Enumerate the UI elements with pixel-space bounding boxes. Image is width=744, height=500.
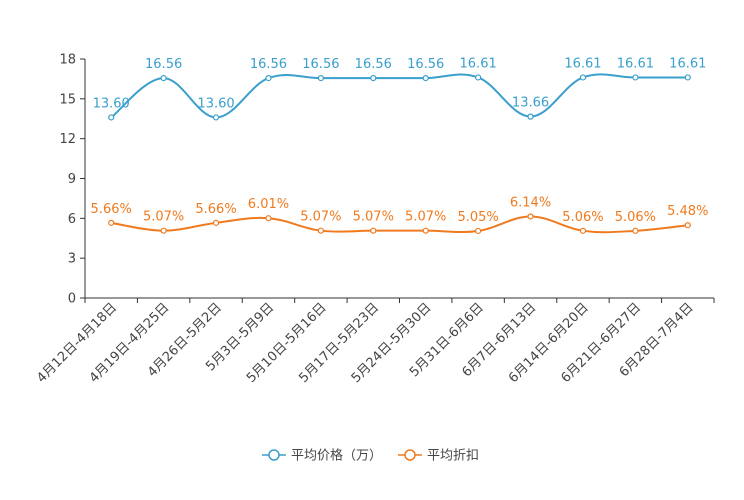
- data-label: 16.56: [302, 57, 339, 72]
- data-point[interactable]: [212, 114, 220, 121]
- series-line-1: [111, 215, 688, 234]
- data-point[interactable]: [317, 227, 324, 234]
- y-tick-label: 9: [68, 172, 76, 187]
- data-label: 16.56: [250, 57, 287, 72]
- data-label: 16.61: [564, 56, 601, 71]
- legend-swatch-marker: [404, 449, 416, 461]
- data-point[interactable]: [422, 75, 429, 82]
- data-labels: 13.60 16.56 13.60 16.56 16.56 16.56 16.56 16.61…: [91, 56, 709, 224]
- data-label: 5.07%: [300, 210, 341, 225]
- data-label: 6.01%: [248, 197, 289, 212]
- data-point[interactable]: [475, 74, 482, 81]
- data-point[interactable]: [527, 113, 534, 120]
- data-point[interactable]: [684, 74, 691, 81]
- data-point[interactable]: [527, 213, 534, 220]
- data-label: 5.05%: [457, 210, 498, 225]
- legend-swatch-marker: [268, 449, 280, 461]
- data-label: 6.14%: [510, 195, 551, 210]
- legend[interactable]: 平均价格（万） 平均折扣: [262, 448, 479, 464]
- data-label: 5.06%: [562, 210, 603, 225]
- data-label: 16.61: [460, 56, 497, 71]
- data-point[interactable]: [108, 219, 115, 226]
- data-label: 16.56: [407, 57, 444, 72]
- data-label: 5.66%: [91, 202, 132, 217]
- legend-item-1[interactable]: 平均折扣: [398, 449, 479, 464]
- data-point[interactable]: [370, 227, 377, 234]
- data-label: 5.07%: [143, 210, 184, 225]
- y-tick-label: 3: [68, 252, 76, 267]
- data-point[interactable]: [475, 227, 482, 235]
- data-label: 13.60: [197, 96, 234, 111]
- data-point[interactable]: [108, 114, 115, 121]
- data-label: 13.60: [93, 96, 130, 111]
- data-point[interactable]: [632, 227, 639, 234]
- data-point[interactable]: [160, 227, 167, 234]
- data-label: 13.66: [512, 96, 549, 111]
- legend-label: 平均价格（万）: [291, 448, 382, 464]
- legend-label: 平均折扣: [427, 449, 479, 464]
- y-tick-label: 6: [68, 212, 76, 227]
- data-point[interactable]: [370, 75, 377, 82]
- data-point[interactable]: [317, 75, 324, 82]
- data-point[interactable]: [212, 219, 220, 226]
- data-point[interactable]: [160, 75, 167, 82]
- data-label: 16.61: [617, 56, 654, 71]
- y-tick-label: 18: [59, 53, 76, 68]
- data-point[interactable]: [684, 222, 691, 229]
- y-tick-label: 12: [59, 132, 76, 147]
- data-label: 5.48%: [667, 204, 708, 219]
- data-label: 16.56: [355, 57, 392, 72]
- data-point[interactable]: [265, 215, 272, 222]
- data-point[interactable]: [632, 74, 639, 81]
- series-layer: [108, 73, 691, 235]
- y-tick-label: 0: [68, 292, 76, 307]
- data-label: 5.06%: [615, 210, 656, 225]
- data-label: 16.61: [669, 56, 706, 71]
- legend-item-0[interactable]: 平均价格（万）: [262, 448, 382, 464]
- data-point[interactable]: [579, 74, 587, 81]
- data-label: 5.07%: [353, 210, 394, 225]
- data-point[interactable]: [579, 227, 587, 234]
- data-point[interactable]: [265, 75, 272, 82]
- data-point[interactable]: [422, 227, 429, 234]
- data-label: 16.56: [145, 57, 182, 72]
- data-label: 5.07%: [405, 210, 446, 225]
- data-label: 5.66%: [195, 202, 236, 217]
- y-tick-label: 15: [59, 92, 76, 107]
